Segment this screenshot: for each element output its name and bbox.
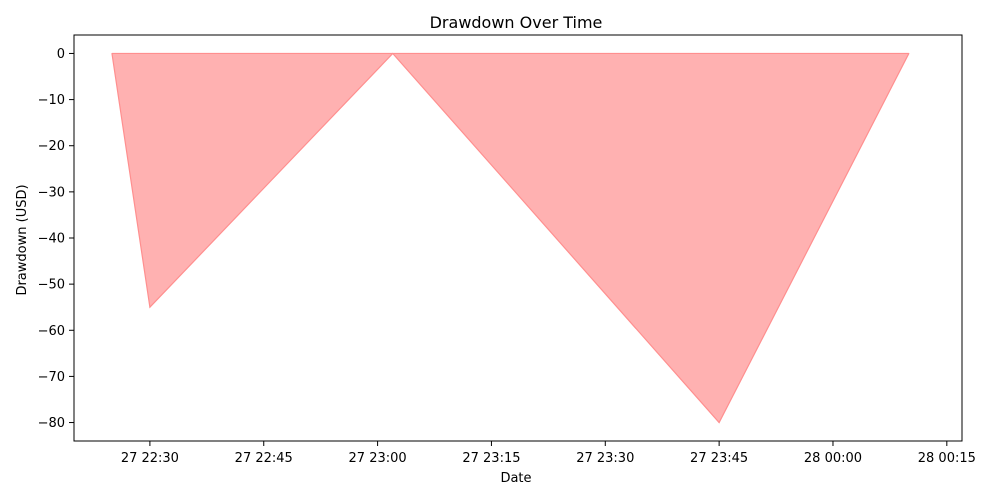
- y-tick-label: 0: [57, 47, 65, 62]
- data-point: [908, 52, 910, 54]
- x-axis-ticks: 27 22:30 27 22:45 27 23:00 27 23:15 27 23:30…: [121, 441, 976, 466]
- data-point: [718, 422, 720, 424]
- x-tick-label: 27 22:45: [235, 451, 293, 466]
- y-tick-label: −70: [38, 370, 65, 385]
- x-tick-label: 28 00:15: [918, 451, 976, 466]
- drawdown-area: [111, 53, 909, 423]
- x-tick-label: 27 23:30: [576, 451, 634, 466]
- y-axis-ticks: 0 −10 −20 −30 −40 −50 −60 −70 −80: [38, 47, 74, 431]
- plot-area: [111, 52, 910, 424]
- y-axis-label: Drawdown (USD): [15, 184, 30, 295]
- y-tick-label: −40: [38, 232, 65, 247]
- y-tick-label: −60: [38, 324, 65, 339]
- y-tick-label: −80: [38, 416, 65, 431]
- data-point: [149, 306, 151, 308]
- data-point: [392, 52, 394, 54]
- y-tick-label: −10: [38, 93, 65, 108]
- y-tick-label: −20: [38, 139, 65, 154]
- plot-frame: [73, 34, 963, 442]
- x-tick-label: 28 00:00: [804, 451, 862, 466]
- x-tick-label: 27 23:15: [462, 451, 520, 466]
- y-tick-label: −50: [38, 278, 65, 293]
- y-tick-label: −30: [38, 185, 65, 200]
- data-point: [111, 52, 113, 54]
- x-tick-label: 27 23:00: [349, 451, 407, 466]
- x-tick-label: 27 22:30: [121, 451, 179, 466]
- x-axis-label: Date: [500, 471, 531, 486]
- chart-title: Drawdown Over Time: [430, 13, 603, 32]
- x-tick-label: 27 23:45: [690, 451, 748, 466]
